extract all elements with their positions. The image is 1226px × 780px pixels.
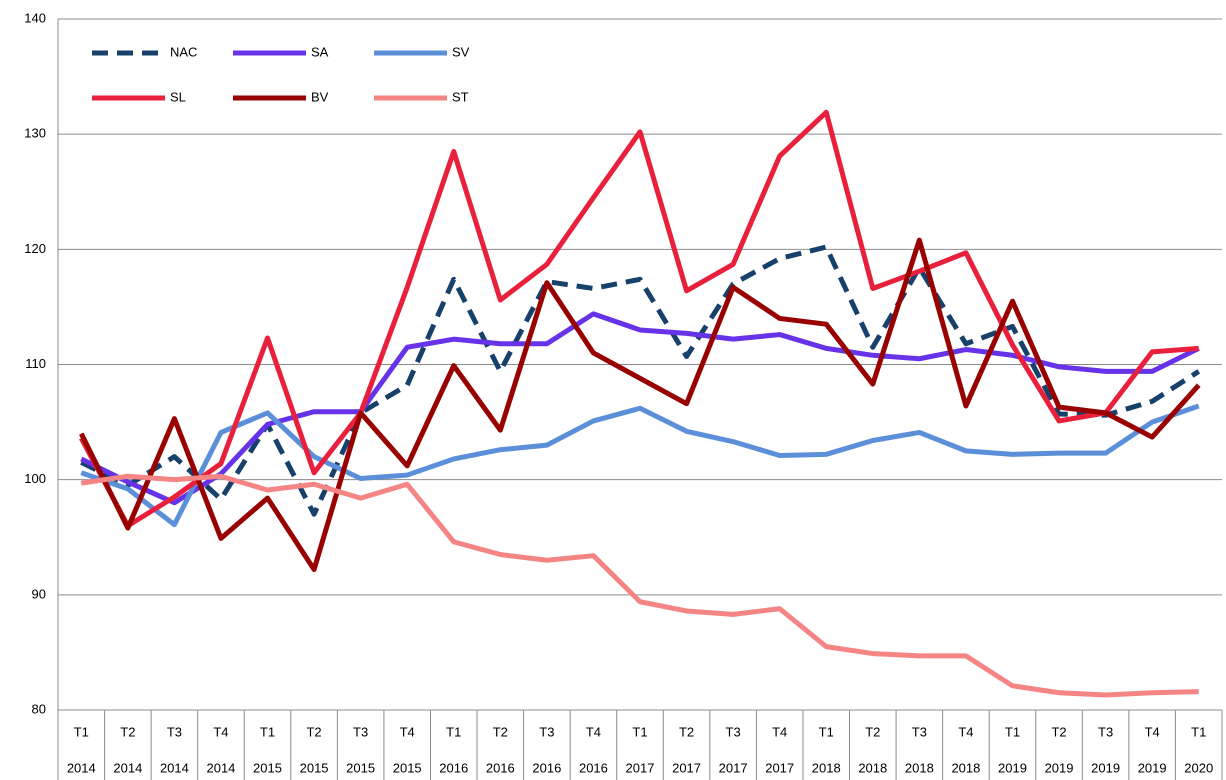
series-line — [80, 403, 1200, 528]
x-tick-label: T1 — [260, 724, 275, 739]
x-tick-label: T2 — [1051, 724, 1066, 739]
x-tick-label: T3 — [912, 724, 927, 739]
x-tick-label: 2017 — [626, 760, 655, 775]
x-tick-label: 2015 — [253, 760, 282, 775]
x-tick-label: 2016 — [486, 760, 515, 775]
x-tick-label: T3 — [539, 724, 554, 739]
x-tick-label: 2014 — [160, 760, 189, 775]
x-tick-label: T4 — [1145, 724, 1160, 739]
x-tick-label: T2 — [493, 724, 508, 739]
series-line — [80, 311, 1200, 506]
y-tick-label: 80 — [32, 701, 46, 716]
y-tick-label: 120 — [24, 241, 46, 256]
x-tick-label: 2014 — [113, 760, 142, 775]
x-tick-label: T1 — [446, 724, 461, 739]
x-tick-label: 2018 — [951, 760, 980, 775]
x-tick-label: T1 — [819, 724, 834, 739]
x-tick-label: 2016 — [439, 760, 468, 775]
x-tick-label: T4 — [772, 724, 787, 739]
y-tick-label: 130 — [24, 126, 46, 141]
legend-label: NAC — [170, 44, 197, 59]
x-tick-label: 2015 — [300, 760, 329, 775]
x-tick-label: 2020 — [1184, 760, 1213, 775]
x-tick-label: 2016 — [532, 760, 561, 775]
legend-label: ST — [452, 89, 469, 104]
y-tick-label: 140 — [24, 10, 46, 25]
legend-label: SV — [452, 44, 470, 59]
x-tick-label: T4 — [400, 724, 415, 739]
series-line — [80, 473, 1199, 698]
x-tick-label: T2 — [306, 724, 321, 739]
x-tick-label: 2014 — [206, 760, 235, 775]
x-tick-label: 2019 — [1138, 760, 1167, 775]
x-tick-label: T3 — [726, 724, 741, 739]
x-tick-label: 2017 — [719, 760, 748, 775]
x-tick-label: 2019 — [998, 760, 1027, 775]
x-tick-label: 2016 — [579, 760, 608, 775]
x-tick-label: T1 — [74, 724, 89, 739]
x-tick-label: T3 — [353, 724, 368, 739]
x-tick-label: T2 — [865, 724, 880, 739]
x-tick-label: 2015 — [393, 760, 422, 775]
x-tick-label: 2017 — [672, 760, 701, 775]
x-tick-label: 2015 — [346, 760, 375, 775]
x-tick-label: 2019 — [1091, 760, 1120, 775]
series-line — [79, 109, 1199, 529]
x-tick-label: 2019 — [1045, 760, 1074, 775]
x-tick-label: 2018 — [905, 760, 934, 775]
x-tick-label: 2017 — [765, 760, 794, 775]
x-tick-label: T4 — [586, 724, 601, 739]
legend-label: SL — [170, 89, 186, 104]
y-tick-label: 90 — [32, 586, 46, 601]
x-tick-label: T2 — [120, 724, 135, 739]
x-tick-label: 2018 — [858, 760, 887, 775]
x-tick-label: 2014 — [67, 760, 96, 775]
x-tick-label: T2 — [679, 724, 694, 739]
x-tick-label: T3 — [167, 724, 182, 739]
series-line — [79, 237, 1201, 572]
legend-label: BV — [311, 89, 329, 104]
y-tick-label: 100 — [24, 471, 46, 486]
x-tick-label: 2018 — [812, 760, 841, 775]
x-tick-label: T3 — [1098, 724, 1113, 739]
x-tick-label: T1 — [632, 724, 647, 739]
x-tick-label: T1 — [1005, 724, 1020, 739]
x-tick-label: T4 — [958, 724, 973, 739]
x-tick-label: T4 — [213, 724, 228, 739]
y-tick-label: 110 — [25, 356, 46, 371]
legend-label: SA — [311, 44, 329, 59]
x-tick-label: T1 — [1191, 724, 1206, 739]
